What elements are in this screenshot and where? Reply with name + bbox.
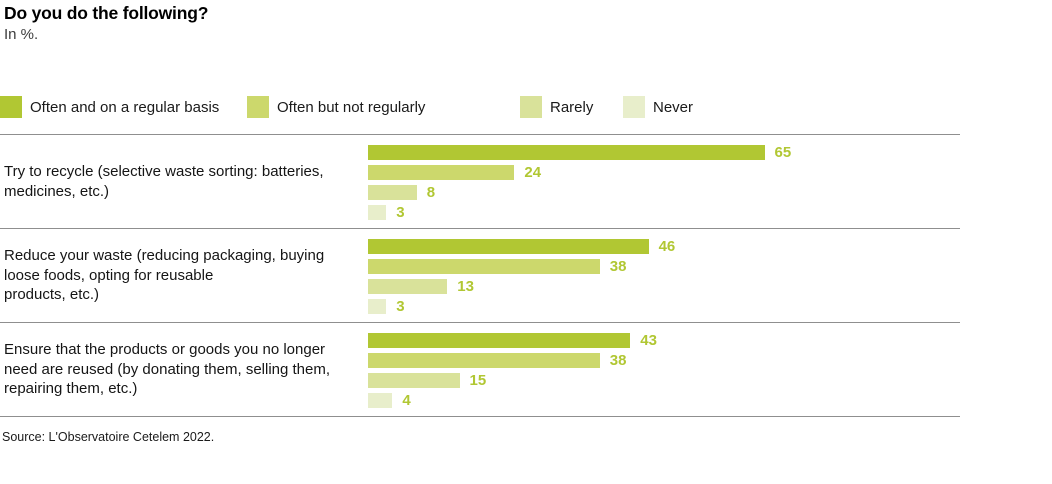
bar-row: 3 bbox=[368, 299, 675, 314]
bar-row: 8 bbox=[368, 185, 791, 200]
bar-row: 65 bbox=[368, 145, 791, 160]
bar-value-label: 24 bbox=[524, 164, 542, 181]
category-label-line: products, etc.) bbox=[4, 286, 100, 304]
bar-value-label: 43 bbox=[640, 332, 657, 349]
legend-label: Often and on a regular basis bbox=[30, 98, 220, 116]
legend-swatch-icon bbox=[520, 96, 542, 118]
bar-row: 13 bbox=[368, 279, 675, 294]
chart-header: Do you do the following? In %. bbox=[0, 0, 1052, 45]
bar-group: 46 38 13 3 bbox=[368, 229, 675, 322]
bar-value-label: 13 bbox=[457, 278, 474, 295]
legend: Often and on a regular basis Often but n… bbox=[0, 96, 960, 118]
category-label-line: repairing them, etc.) bbox=[4, 380, 138, 398]
chart: Do you do the following? In %. Often and… bbox=[0, 0, 1052, 444]
bar bbox=[368, 259, 600, 274]
bar bbox=[368, 353, 600, 368]
bar bbox=[368, 165, 515, 180]
source-note: Source: L'Observatoire Cetelem 2022. bbox=[2, 430, 215, 444]
category-row: Try to recycle (selective waste sorting:… bbox=[0, 134, 960, 228]
bar bbox=[368, 393, 393, 408]
category-label-line: need are reused (by donating them, selli… bbox=[4, 360, 331, 378]
bar bbox=[368, 373, 460, 388]
bar-group: 43 38 15 4 bbox=[368, 323, 657, 416]
legend-swatch-icon bbox=[0, 96, 22, 118]
chart-title: Do you do the following? bbox=[4, 3, 209, 23]
category-label: Try to recycle (selective waste sorting:… bbox=[0, 135, 368, 228]
bar-row: 43 bbox=[368, 333, 657, 348]
bar bbox=[368, 279, 448, 294]
chart-subtitle: In %. bbox=[4, 26, 39, 43]
category-row: Reduce your waste (reducing packaging, b… bbox=[0, 228, 960, 322]
legend-label: Never bbox=[653, 98, 694, 116]
category-label-line: Reduce your waste (reducing packaging, b… bbox=[4, 247, 325, 265]
legend-label: Often but not regularly bbox=[277, 98, 426, 116]
bar bbox=[368, 299, 387, 314]
category-label-line: medicines, etc.) bbox=[4, 182, 110, 200]
bar bbox=[368, 205, 387, 220]
bar-row: 38 bbox=[368, 353, 657, 368]
bar-value-label: 3 bbox=[396, 204, 405, 221]
chart-rows: Try to recycle (selective waste sorting:… bbox=[0, 134, 960, 417]
bar-value-label: 65 bbox=[774, 144, 792, 161]
bar-value-label: 15 bbox=[469, 372, 487, 389]
legend-item: Never bbox=[623, 96, 693, 118]
bar-value-label: 8 bbox=[426, 184, 436, 201]
category-row: Ensure that the products or goods you no… bbox=[0, 322, 960, 416]
bar-row: 24 bbox=[368, 165, 791, 180]
category-label: Ensure that the products or goods you no… bbox=[0, 323, 368, 416]
category-label-line: Ensure that the products or goods you no… bbox=[4, 341, 326, 359]
bar bbox=[368, 185, 417, 200]
bar-row: 15 bbox=[368, 373, 657, 388]
bar-value-label: 38 bbox=[609, 258, 627, 275]
legend-label: Rarely bbox=[550, 98, 594, 116]
bar-row: 4 bbox=[368, 393, 657, 408]
bar bbox=[368, 145, 765, 160]
bar bbox=[368, 333, 631, 348]
category-label-line: Try to recycle (selective waste sorting:… bbox=[4, 163, 324, 180]
bar-value-label: 4 bbox=[402, 392, 411, 409]
bar-value-label: 3 bbox=[396, 298, 405, 315]
bar bbox=[368, 239, 649, 254]
bar-row: 38 bbox=[368, 259, 675, 274]
category-label: Reduce your waste (reducing packaging, b… bbox=[0, 229, 368, 322]
bar-row: 3 bbox=[368, 205, 791, 220]
bar-row: 46 bbox=[368, 239, 675, 254]
bar-value-label: 38 bbox=[609, 352, 627, 369]
legend-item: Often but not regularly bbox=[247, 96, 425, 118]
bar-value-label: 46 bbox=[658, 238, 676, 255]
legend-swatch-icon bbox=[247, 96, 269, 118]
bar-group: 65 24 8 3 bbox=[368, 135, 791, 228]
legend-item: Often and on a regular basis bbox=[0, 96, 219, 118]
category-label-line: loose foods, opting for reusable bbox=[4, 266, 214, 284]
legend-swatch-icon bbox=[623, 96, 645, 118]
legend-item: Rarely bbox=[520, 96, 593, 118]
